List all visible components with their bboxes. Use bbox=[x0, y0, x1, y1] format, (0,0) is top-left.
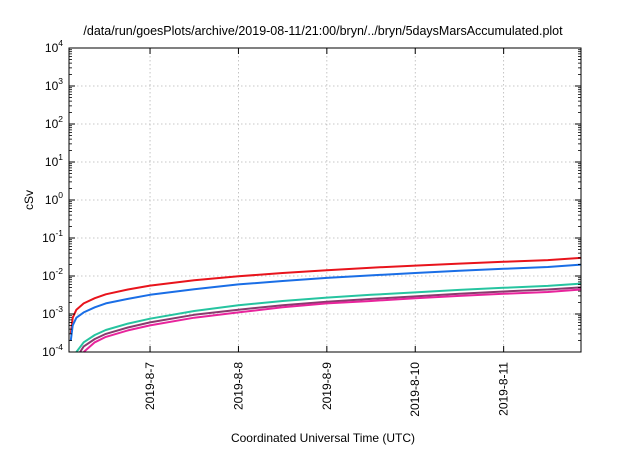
y-tick-label: 100 bbox=[45, 190, 63, 207]
y-tick-label: 103 bbox=[45, 76, 63, 93]
series-line bbox=[75, 282, 582, 353]
x-axis-label: Coordinated Universal Time (UTC) bbox=[231, 431, 415, 445]
series-layer bbox=[69, 256, 582, 353]
x-tick-label: 2019-8-8 bbox=[231, 362, 245, 410]
series-line bbox=[69, 263, 582, 341]
x-tick-label: 2019-8-7 bbox=[143, 362, 157, 410]
y-tick-label: 10-4 bbox=[42, 342, 63, 359]
grid-lines bbox=[69, 48, 581, 352]
y-tick-label: 104 bbox=[45, 38, 63, 55]
series-line bbox=[83, 288, 582, 353]
x-tick-label: 2019-8-10 bbox=[408, 362, 422, 417]
ticks: 10-4 10-3 10-2 10-1 100 101 102 103 104 2019-8-7 2… bbox=[42, 38, 581, 417]
series-line bbox=[79, 286, 582, 353]
chart-title: /data/run/goesPlots/archive/2019-08-11/2… bbox=[83, 24, 563, 38]
series-line bbox=[69, 256, 582, 335]
x-tick-label: 2019-8-9 bbox=[320, 362, 334, 410]
y-tick-label: 10-2 bbox=[42, 266, 63, 283]
y-tick-label: 10-3 bbox=[42, 304, 63, 321]
y-tick-label: 102 bbox=[45, 114, 63, 131]
x-tick-label: 2019-8-11 bbox=[497, 362, 511, 416]
y-axis-label: cSv bbox=[22, 190, 36, 210]
y-tick-label: 10-1 bbox=[42, 228, 63, 245]
y-tick-label: 101 bbox=[45, 152, 63, 169]
